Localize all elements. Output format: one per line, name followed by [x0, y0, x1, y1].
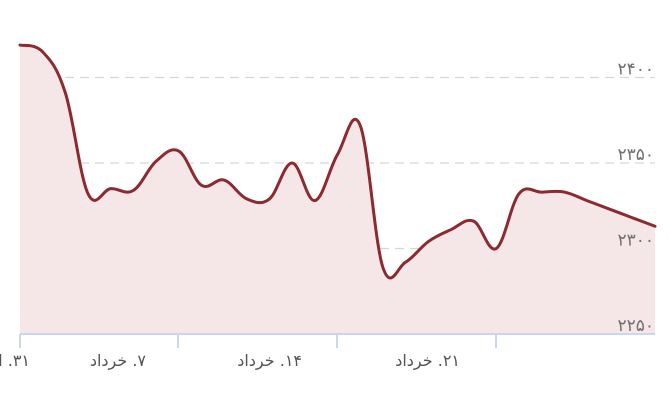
x-axis-labels: ۳۱. اردیبه... ۷. خرداد ۱۴. خرداد ۲۱. خرداد — [0, 351, 460, 371]
x-axis — [19, 333, 655, 348]
series-line[interactable] — [18, 43, 657, 280]
y-tick-label-3: ۲۴۰۰ — [617, 60, 654, 80]
series-area — [20, 45, 655, 334]
x-tick-label-1: ۷. خرداد — [90, 351, 147, 371]
x-tick-label-2: ۱۴. خرداد — [237, 351, 302, 371]
x-tick-label-0: ۳۱. اردیبه... — [0, 351, 30, 371]
y-tick-label-2: ۲۳۵۰ — [617, 145, 654, 165]
series-line-layer — [18, 43, 657, 280]
x-tick-label-3: ۲۱. خرداد — [395, 351, 460, 371]
area-fill-layer — [20, 45, 655, 334]
y-axis-labels: ۲۲۵۰ ۲۳۰۰ ۲۳۵۰ ۲۴۰۰ — [617, 60, 654, 337]
y-tick-label-1: ۲۳۰۰ — [617, 231, 654, 251]
y-tick-label-0: ۲۲۵۰ — [617, 316, 654, 336]
